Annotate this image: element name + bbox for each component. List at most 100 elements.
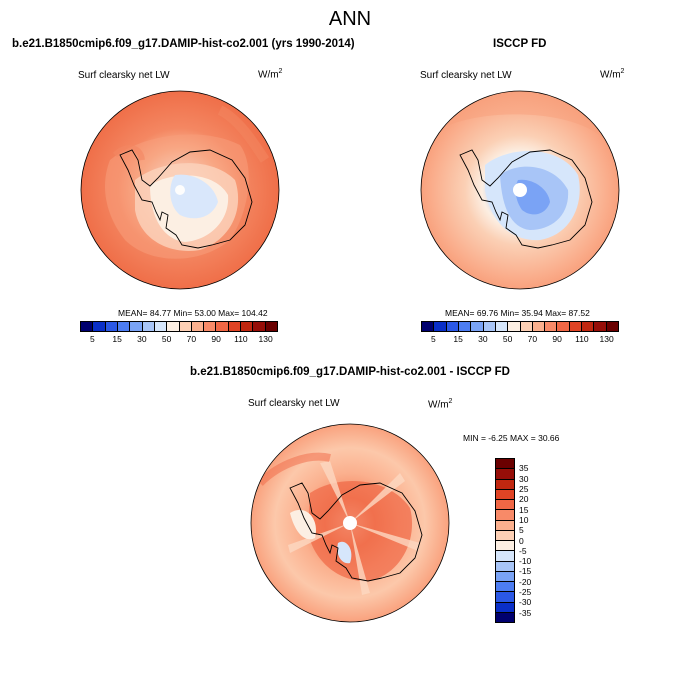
colorbar-swatch <box>265 322 277 331</box>
colorbar-swatch <box>422 322 435 331</box>
colorbar-swatch <box>496 469 514 480</box>
colorbar-swatch <box>496 500 514 511</box>
colorbar-swatch <box>93 322 106 331</box>
model-colorbar-swatches <box>80 321 278 332</box>
colorbar-tick-label: 0 <box>519 535 524 546</box>
colorbar-swatch <box>483 322 496 331</box>
colorbar-swatch <box>496 530 514 541</box>
colorbar-tick-label: 30 <box>478 334 488 344</box>
colorbar-tick-label: -20 <box>519 576 532 587</box>
colorbar-tick-label: -30 <box>519 597 532 608</box>
model-stats-label: MEAN= 84.77 Min= 53.00 Max= 104.42 <box>118 308 268 318</box>
colorbar-swatch <box>191 322 205 331</box>
colorbar-tick-label: 110 <box>575 334 589 344</box>
colorbar-tick-label: -25 <box>519 587 532 598</box>
colorbar-tick-label: 70 <box>186 334 197 344</box>
colorbar-swatch <box>458 322 472 331</box>
colorbar-swatch <box>569 322 583 331</box>
colorbar-swatch <box>179 322 192 331</box>
diff-units-label: W/m2 <box>428 398 453 411</box>
colorbar-swatch <box>167 322 180 331</box>
colorbar-swatch <box>105 322 118 331</box>
colorbar-tick-label: 15 <box>453 334 463 344</box>
colorbar-swatch <box>471 322 484 331</box>
model-colorbar: 5 15 30 50 70 90 110 130 <box>80 321 278 346</box>
colorbar-tick-label: 30 <box>137 334 147 344</box>
colorbar-tick-label: 15 <box>112 334 122 344</box>
obs-antarctica-coastline <box>459 149 593 249</box>
obs-polar-map <box>420 90 620 290</box>
colorbar-tick-label: 110 <box>234 334 248 344</box>
colorbar-swatch <box>557 322 570 331</box>
diff-antarctica-coastline <box>289 482 423 582</box>
colorbar-tick-label: 15 <box>519 504 529 515</box>
colorbar-tick-label: 35 <box>519 463 529 474</box>
colorbar-swatch <box>582 322 595 331</box>
colorbar-swatch <box>496 520 514 531</box>
colorbar-tick-label: 10 <box>519 514 529 525</box>
diff-colorbar: 35 30 25 20 15 10 5 0 -5 -10 -15 -20 -25 -30 -35 <box>495 458 555 623</box>
page-title: ANN <box>328 8 372 30</box>
colorbar-swatch <box>496 510 514 521</box>
colorbar-swatch <box>496 602 514 613</box>
colorbar-swatch <box>130 322 143 331</box>
colorbar-tick-label: -35 <box>519 607 532 618</box>
obs-variable-label: Surf clearsky net LW <box>420 70 512 81</box>
colorbar-tick-label: 5 <box>431 334 436 344</box>
colorbar-swatch <box>496 571 514 582</box>
model-variable-label: Surf clearsky net LW <box>78 70 170 81</box>
colorbar-swatch <box>142 322 155 331</box>
colorbar-swatch <box>81 322 94 331</box>
colorbar-swatch <box>241 322 254 331</box>
colorbar-tick-label: 130 <box>258 334 273 344</box>
colorbar-swatch <box>496 541 514 552</box>
colorbar-tick-label: 50 <box>161 334 172 344</box>
model-colorbar-labels: 5 15 30 50 70 90 110 130 <box>80 334 278 346</box>
colorbar-swatch <box>520 322 533 331</box>
colorbar-swatch <box>606 322 618 331</box>
obs-panel-heading: ISCCP FD <box>493 38 547 50</box>
colorbar-swatch <box>228 322 242 331</box>
colorbar-swatch <box>496 561 514 572</box>
colorbar-swatch <box>496 612 514 622</box>
colorbar-tick-label: 25 <box>519 483 529 494</box>
colorbar-swatch <box>594 322 607 331</box>
colorbar-swatch <box>496 479 514 490</box>
colorbar-swatch <box>117 322 131 331</box>
diff-panel-heading: b.e21.B1850cmip6.f09_g17.DAMIP-hist-co2.… <box>190 366 510 378</box>
colorbar-swatch <box>216 322 229 331</box>
colorbar-swatch <box>446 322 459 331</box>
colorbar-swatch <box>154 322 168 331</box>
colorbar-tick-label: 70 <box>527 334 538 344</box>
colorbar-tick-label: 130 <box>599 334 614 344</box>
colorbar-tick-label: -15 <box>519 566 532 577</box>
colorbar-swatch <box>532 322 546 331</box>
colorbar-swatch <box>434 322 447 331</box>
diff-minmax-label: MIN = -6.25 MAX = 30.66 <box>463 433 560 443</box>
obs-colorbar: 5 15 30 50 70 90 110 130 <box>421 321 619 346</box>
obs-colorbar-swatches <box>421 321 619 332</box>
diff-colorbar-swatches <box>495 458 515 623</box>
colorbar-tick-label: 5 <box>519 525 524 536</box>
colorbar-swatch <box>496 489 514 500</box>
obs-colorbar-labels: 5 15 30 50 70 90 110 130 <box>421 334 619 346</box>
colorbar-tick-label: 20 <box>519 494 529 505</box>
colorbar-swatch <box>204 322 217 331</box>
colorbar-swatch <box>253 322 266 331</box>
colorbar-tick-label: 90 <box>552 334 562 344</box>
diff-polar-map <box>250 423 450 623</box>
colorbar-tick-label: 5 <box>90 334 95 344</box>
colorbar-tick-label: -5 <box>519 545 527 556</box>
colorbar-swatch <box>496 551 514 562</box>
diff-variable-label: Surf clearsky net LW <box>248 398 340 409</box>
obs-units-label: W/m2 <box>600 68 625 81</box>
obs-stats-label: MEAN= 69.76 Min= 35.94 Max= 87.52 <box>445 308 590 318</box>
colorbar-swatch <box>496 592 514 603</box>
colorbar-swatch <box>496 459 514 470</box>
colorbar-swatch <box>496 582 514 593</box>
colorbar-tick-label: -10 <box>519 556 532 567</box>
colorbar-tick-label: 90 <box>211 334 221 344</box>
model-panel-heading: b.e21.B1850cmip6.f09_g17.DAMIP-hist-co2.… <box>12 38 355 50</box>
model-units-label: W/m2 <box>258 68 283 81</box>
model-antarctica-coastline <box>119 149 253 249</box>
